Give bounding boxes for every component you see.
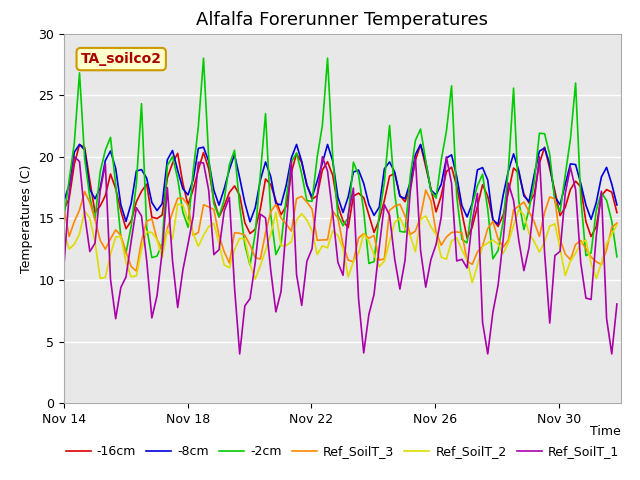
Ref_SoilT_2	[60, 229, 68, 235]
Line: -2cm: -2cm	[64, 58, 617, 265]
-2cm	[329, 154, 337, 160]
-2cm	[546, 152, 554, 157]
-2cm	[613, 254, 621, 260]
Ref_SoilT_3	[153, 237, 161, 242]
Ref_SoilT_2	[556, 246, 564, 252]
Ref_SoilT_2	[468, 280, 476, 286]
Ref_SoilT_3	[546, 194, 554, 200]
-16cm	[556, 213, 564, 218]
Ref_SoilT_3	[422, 187, 429, 193]
Line: Ref_SoilT_1: Ref_SoilT_1	[64, 157, 617, 354]
-8cm	[60, 198, 68, 204]
Line: Ref_SoilT_3: Ref_SoilT_3	[64, 190, 617, 271]
-16cm	[509, 165, 517, 171]
Ref_SoilT_1	[236, 351, 244, 357]
Ref_SoilT_3	[324, 237, 332, 242]
-2cm	[246, 262, 254, 268]
Ref_SoilT_3	[60, 205, 68, 211]
-16cm	[463, 235, 471, 241]
Ref_SoilT_3	[556, 237, 564, 242]
-8cm	[546, 161, 554, 167]
-16cm	[546, 166, 554, 171]
Ref_SoilT_2	[546, 223, 554, 229]
-2cm	[117, 234, 125, 240]
-2cm	[148, 255, 156, 261]
Text: TA_soilco2: TA_soilco2	[81, 52, 162, 66]
Ref_SoilT_1	[60, 262, 68, 268]
-16cm	[153, 216, 161, 221]
Ref_SoilT_2	[148, 229, 156, 235]
Ref_SoilT_3	[132, 268, 140, 274]
-16cm	[122, 226, 130, 232]
Ref_SoilT_1	[329, 210, 337, 216]
-2cm	[509, 85, 517, 91]
-2cm	[200, 55, 207, 61]
Y-axis label: Temperatures (C): Temperatures (C)	[20, 164, 33, 273]
Ref_SoilT_2	[613, 222, 621, 228]
-8cm	[324, 142, 332, 147]
Ref_SoilT_1	[70, 154, 78, 160]
-16cm	[60, 206, 68, 212]
Ref_SoilT_3	[117, 232, 125, 238]
Ref_SoilT_1	[122, 274, 130, 280]
-8cm	[122, 218, 130, 224]
Ref_SoilT_1	[153, 293, 161, 299]
-8cm	[509, 151, 517, 157]
-8cm	[494, 221, 502, 227]
Line: Ref_SoilT_2: Ref_SoilT_2	[64, 204, 617, 283]
Ref_SoilT_1	[556, 249, 564, 254]
Legend: -16cm, -8cm, -2cm, Ref_SoilT_3, Ref_SoilT_2, Ref_SoilT_1: -16cm, -8cm, -2cm, Ref_SoilT_3, Ref_Soil…	[61, 441, 624, 464]
-8cm	[153, 208, 161, 214]
Text: Time: Time	[590, 425, 621, 438]
-8cm	[76, 142, 83, 147]
-2cm	[556, 209, 564, 215]
-8cm	[556, 202, 564, 207]
Line: -8cm: -8cm	[64, 144, 617, 224]
Ref_SoilT_2	[509, 222, 517, 228]
Line: -16cm: -16cm	[64, 144, 617, 238]
Title: Alfalfa Forerunner Temperatures: Alfalfa Forerunner Temperatures	[196, 11, 488, 29]
Ref_SoilT_1	[546, 320, 554, 326]
Ref_SoilT_2	[324, 245, 332, 251]
Ref_SoilT_3	[509, 207, 517, 213]
-8cm	[613, 202, 621, 208]
Ref_SoilT_3	[613, 220, 621, 226]
Ref_SoilT_1	[509, 198, 517, 204]
-16cm	[76, 142, 83, 147]
Ref_SoilT_1	[613, 301, 621, 307]
-16cm	[613, 210, 621, 216]
-16cm	[324, 159, 332, 165]
-2cm	[60, 214, 68, 220]
Ref_SoilT_2	[117, 234, 125, 240]
Ref_SoilT_2	[174, 201, 182, 207]
